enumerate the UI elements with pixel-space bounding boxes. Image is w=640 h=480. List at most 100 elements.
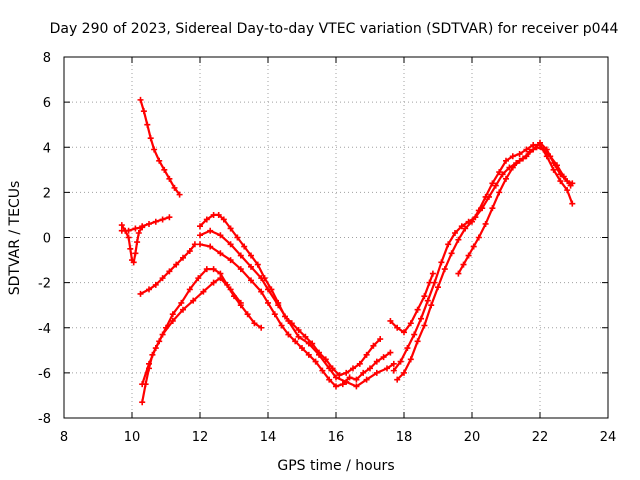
data-point (147, 135, 154, 142)
data-point (278, 322, 285, 329)
data-point (557, 178, 564, 185)
data-point (414, 338, 421, 345)
series-track-5 (139, 266, 265, 406)
data-point (441, 266, 448, 273)
data-point (380, 354, 387, 361)
data-point (496, 169, 503, 176)
data-point (499, 171, 506, 178)
x-tick-label: 16 (328, 430, 345, 445)
data-point (326, 376, 333, 383)
data-point (271, 311, 278, 318)
data-point (156, 157, 163, 164)
data-point (135, 229, 142, 236)
y-tick-label: -8 (38, 412, 51, 427)
y-tick-label: 2 (43, 186, 51, 201)
series-track-6 (139, 275, 244, 388)
data-point (139, 224, 146, 231)
data-point (346, 374, 353, 381)
data-point (489, 205, 496, 212)
data-point (305, 340, 312, 347)
data-point (237, 266, 244, 273)
series-track-1 (137, 96, 183, 198)
data-point (180, 306, 186, 313)
data-point (227, 241, 234, 248)
data-point (180, 254, 186, 261)
data-point (169, 317, 176, 324)
data-point (248, 263, 254, 270)
data-point (125, 227, 132, 234)
data-point (159, 331, 166, 338)
data-point (248, 252, 254, 259)
data-point (139, 381, 146, 388)
data-point (166, 214, 173, 221)
data-point (470, 243, 477, 250)
data-point (492, 182, 499, 189)
data-point (295, 327, 302, 334)
data-point (496, 189, 503, 196)
data-point (401, 329, 407, 336)
data-point (295, 333, 302, 340)
data-point (137, 290, 144, 297)
data-point (127, 245, 134, 252)
data-point (350, 365, 356, 372)
data-point (509, 164, 516, 171)
data-point (550, 166, 557, 173)
data-point (169, 311, 176, 318)
data-point (227, 286, 234, 293)
data-point (299, 345, 305, 352)
data-point (455, 236, 462, 243)
y-axis-ticks: -8 -6 -4 -2 0 2 4 6 8 (38, 51, 608, 427)
data-point (429, 270, 436, 277)
data-point (322, 356, 329, 363)
data-point (401, 369, 407, 376)
data-point (509, 153, 516, 160)
data-point (132, 225, 139, 232)
data-point (367, 365, 373, 372)
data-point (292, 338, 299, 345)
data-point (132, 250, 139, 257)
data-point (333, 374, 339, 381)
data-point (397, 358, 404, 365)
data-point (152, 281, 159, 288)
data-point (414, 306, 421, 313)
data-point (217, 275, 224, 282)
data-point (418, 315, 424, 322)
data-point (475, 234, 482, 241)
series-line (198, 243, 392, 388)
data-point (333, 383, 339, 390)
series-track-7 (197, 211, 384, 379)
data-point (203, 266, 210, 273)
data-point (265, 299, 271, 306)
data-point (207, 227, 214, 234)
data-point (258, 275, 265, 282)
data-point (118, 227, 125, 234)
data-point (543, 153, 550, 160)
data-point (428, 302, 435, 309)
data-point (462, 225, 469, 232)
data-point (217, 250, 224, 257)
series-track-2 (118, 214, 173, 266)
series-track-10 (387, 270, 436, 336)
data-point (197, 223, 203, 230)
data-point (407, 320, 414, 327)
data-point (302, 333, 309, 340)
data-point (458, 223, 465, 230)
data-point (424, 297, 431, 304)
data-point (390, 360, 397, 367)
data-point (237, 252, 244, 259)
data-point (166, 268, 173, 275)
data-point (482, 193, 489, 200)
data-point (220, 216, 227, 223)
data-point (455, 270, 462, 277)
data-point (516, 157, 523, 164)
data-point (265, 286, 271, 293)
data-point (373, 358, 380, 365)
data-point (285, 317, 292, 324)
data-point (176, 191, 183, 198)
data-point (326, 365, 333, 372)
y-tick-label: -2 (38, 277, 51, 292)
data-point (190, 297, 197, 304)
data-point (530, 146, 537, 153)
x-tick-label: 18 (396, 430, 413, 445)
data-point (237, 299, 244, 306)
